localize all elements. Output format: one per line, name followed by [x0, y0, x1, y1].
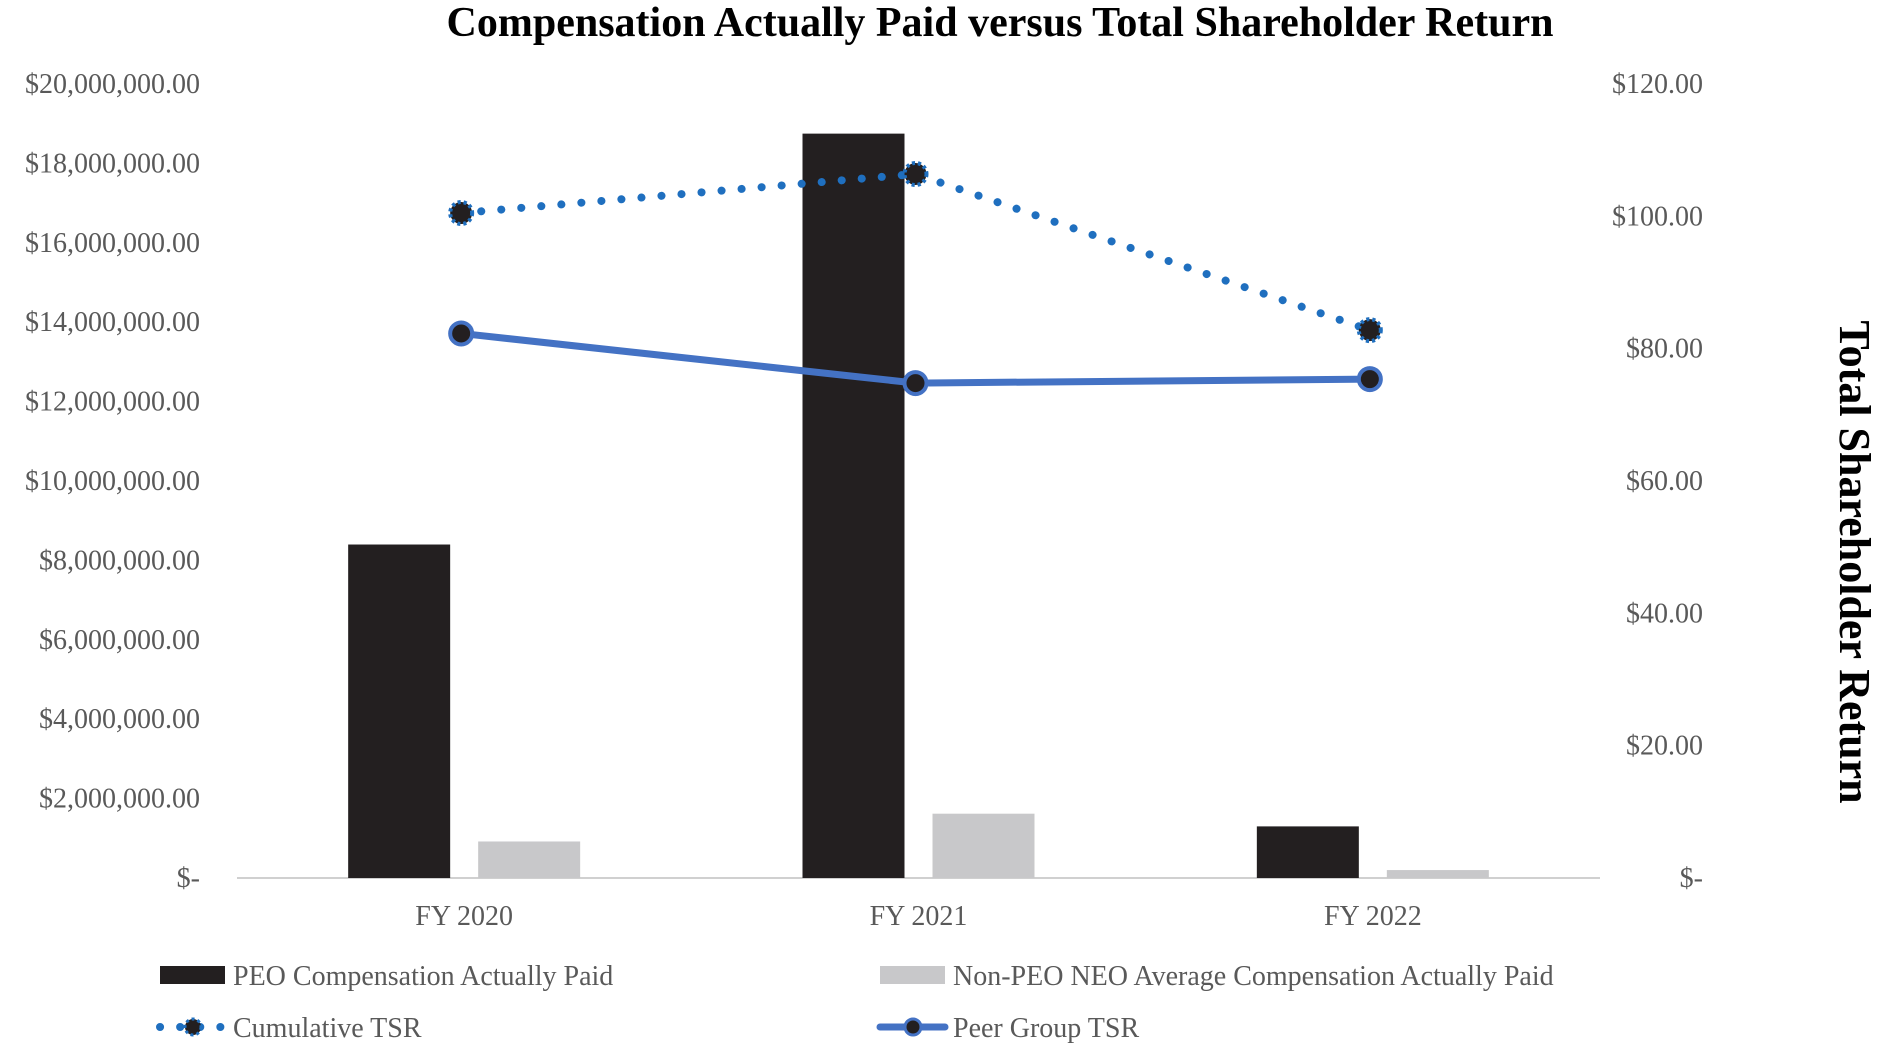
legend-swatch-marker — [903, 1017, 923, 1037]
x-axis-labels: FY 2020 FY 2021 FY 2022 — [415, 901, 1421, 932]
cumulative-tsr-marker — [448, 200, 475, 227]
cumulative-tsr-marker — [902, 160, 929, 187]
right-axis-tick-label: $40.00 — [1626, 598, 1703, 629]
bar-peo — [348, 544, 451, 878]
left-axis-tick-label: $14,000,000.00 — [25, 307, 200, 338]
left-axis-tick-label: $18,000,000.00 — [25, 148, 200, 179]
legend-swatch-marker — [183, 1017, 203, 1037]
left-axis-tick-label: $2,000,000.00 — [39, 784, 200, 815]
legend-label: Non-PEO NEO Average Compensation Actuall… — [953, 961, 1554, 992]
bar-peo — [802, 133, 905, 878]
legend-label: PEO Compensation Actually Paid — [233, 961, 613, 992]
legend-label: Cumulative TSR — [233, 1013, 422, 1044]
left-axis-tick-label: $4,000,000.00 — [39, 704, 200, 735]
right-axis-tick-label: $120.00 — [1612, 69, 1703, 100]
bar-non-peo — [932, 813, 1035, 878]
peer-group-tsr-marker — [1356, 366, 1383, 393]
left-axis: $- $2,000,000.00 $4,000,000.00 $6,000,000.0… — [25, 69, 200, 894]
legend-swatch-bar — [160, 966, 225, 984]
left-axis-tick-label: $8,000,000.00 — [39, 545, 200, 576]
right-axis-title: Total Shareholder Return — [1830, 320, 1879, 803]
left-axis-tick-label: $6,000,000.00 — [39, 625, 200, 656]
left-axis-tick-label: $12,000,000.00 — [25, 387, 200, 418]
left-axis-tick-label: $- — [177, 863, 200, 894]
left-axis-tick-label: $16,000,000.00 — [25, 228, 200, 259]
peer-group-tsr-marker — [448, 320, 475, 347]
legend: PEO Compensation Actually Paid Non-PEO NE… — [156, 961, 1554, 1044]
bar-non-peo — [1386, 870, 1489, 878]
x-axis-tick-label: FY 2021 — [870, 901, 968, 932]
legend-label: Peer Group TSR — [953, 1013, 1139, 1044]
bar-peo — [1256, 826, 1359, 878]
left-axis-tick-label: $10,000,000.00 — [25, 466, 200, 497]
cumulative-tsr-line — [457, 169, 1374, 335]
right-axis: $- $20.00 $40.00 $60.00 $80.00 $100.00 $120.00 — [1612, 69, 1703, 894]
chart-title: Compensation Actually Paid versus Total … — [447, 0, 1554, 46]
peer-group-tsr-marker — [902, 370, 929, 397]
right-axis-tick-label: $- — [1680, 863, 1703, 894]
right-axis-tick-label: $80.00 — [1626, 334, 1703, 365]
right-axis-tick-label: $20.00 — [1626, 731, 1703, 762]
legend-swatch-bar — [880, 966, 945, 984]
cumulative-tsr-marker — [1356, 317, 1383, 344]
x-axis-tick-label: FY 2020 — [415, 901, 513, 932]
bar-series-group — [348, 133, 1489, 878]
left-axis-tick-label: $20,000,000.00 — [25, 69, 200, 100]
bar-non-peo — [478, 841, 581, 878]
x-axis-tick-label: FY 2022 — [1324, 901, 1422, 932]
right-axis-tick-label: $60.00 — [1626, 466, 1703, 497]
right-axis-tick-label: $100.00 — [1612, 201, 1703, 232]
line-series-group — [448, 160, 1383, 397]
